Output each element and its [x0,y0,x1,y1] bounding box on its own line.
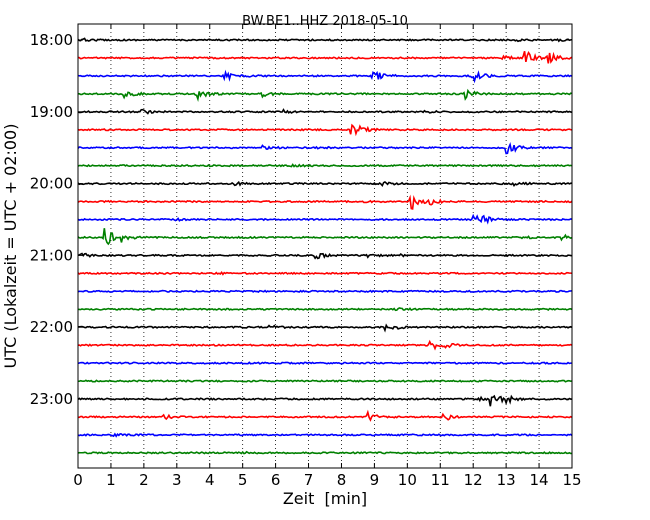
y-axis-label: UTC (Lokalzeit = UTC + 02:00) [1,124,20,369]
plot-frame [77,23,573,469]
y-tick-label: 18:00 [30,31,73,49]
trace-1815 [77,51,573,64]
seismogram-traces [77,37,573,455]
y-tick-label: 23:00 [30,390,73,408]
x-tick-label: 1 [106,471,116,489]
x-tick-label: 10 [398,471,417,489]
x-tick-label: 8 [337,471,347,489]
trace-2130 [77,289,573,294]
x-tick-label: 13 [497,471,516,489]
trace-2000 [77,180,573,188]
trace-1900 [77,108,573,115]
x-tick-label: 4 [205,471,215,489]
trace-2015 [77,194,573,210]
x-tick-label: 12 [464,471,483,489]
trace-2115 [77,270,573,276]
trace-2345 [77,450,573,455]
x-tick-label: 7 [304,471,314,489]
trace-1930 [77,142,573,155]
x-tick-label: 14 [530,471,549,489]
x-tick-label: 0 [73,471,83,489]
x-tick-label: 2 [139,471,149,489]
trace-2215 [77,339,573,351]
trace-2230 [77,361,573,365]
trace-2030 [77,213,573,225]
trace-2100 [77,252,573,260]
trace-2200 [77,323,573,333]
y-tick-label: 21:00 [30,246,73,264]
axis-ticks: 0 1 2 3 4 5 6 7 8 9 10 11 12 13 14 1518:0019:0020:0021:… [30,24,582,489]
trace-2245 [77,379,573,383]
x-tick-label: 11 [431,471,450,489]
y-tick-label: 19:00 [30,103,73,121]
chart-title: BW.BE1..HHZ 2018-05-10 [242,14,408,29]
trace-2315 [77,409,573,422]
x-tick-label: 9 [370,471,380,489]
trace-1845 [77,88,573,103]
y-tick-label: 20:00 [30,175,73,193]
x-tick-label: 3 [172,471,182,489]
x-tick-label: 15 [562,471,581,489]
trace-1945 [77,163,573,168]
trace-2045 [77,228,573,246]
y-tick-label: 22:00 [30,318,73,336]
trace-1830 [77,69,573,84]
x-axis-label: Zeit [min] [283,489,367,508]
trace-2145 [77,307,573,312]
trace-1915 [77,123,573,137]
vertical-gridlines [110,24,540,468]
trace-2300 [77,394,573,407]
x-tick-label: 6 [271,471,281,489]
trace-1800 [77,37,573,43]
trace-2330 [77,432,573,438]
x-tick-label: 5 [238,471,248,489]
